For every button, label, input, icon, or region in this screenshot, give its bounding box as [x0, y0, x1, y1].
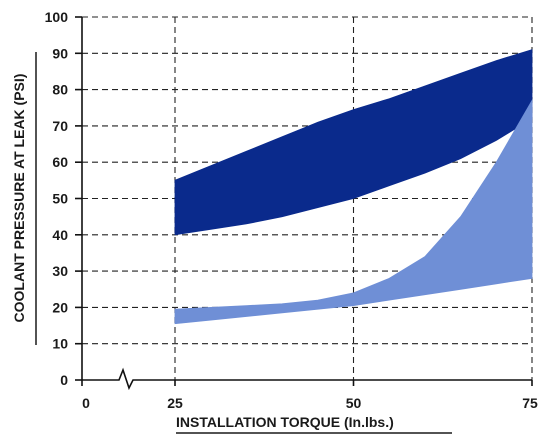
y-tick-label-100: 100	[45, 9, 69, 25]
band-2	[174, 99, 533, 325]
y-tick-label-0: 0	[60, 372, 68, 388]
y-tick-label-40: 40	[52, 227, 68, 243]
y-tick-label-60: 60	[52, 154, 68, 170]
x-axis-title: INSTALLATION TORQUE (In.lbs.)	[176, 414, 394, 430]
y-tick-label-50: 50	[52, 191, 68, 207]
y-tick-label-30: 30	[52, 263, 68, 279]
x-tick-label-25: 25	[167, 395, 183, 411]
x-tick-label-0: 0	[82, 395, 90, 411]
y-tick-label-10: 10	[52, 336, 68, 352]
data-bands	[174, 49, 533, 325]
y-tick-label-80: 80	[52, 82, 68, 98]
axes	[75, 16, 533, 391]
y-axis-title-group: COOLANT PRESSURE AT LEAK (PSI)	[11, 52, 37, 345]
x-tick-label-50: 50	[346, 395, 362, 411]
y-tick-label-70: 70	[52, 118, 68, 134]
x-tick-label-75: 75	[522, 395, 538, 411]
y-tick-labels: 0 10 20 30 40 50 60 70 80 90 100	[45, 9, 69, 388]
x-axis-title-group: INSTALLATION TORQUE (In.lbs.)	[176, 414, 452, 434]
x-axis-line	[82, 367, 532, 391]
y-axis-title: COOLANT PRESSURE AT LEAK (PSI)	[11, 74, 27, 323]
x-tick-labels: 0 25 50 75	[82, 395, 538, 411]
y-tick-label-20: 20	[52, 299, 68, 315]
y-tick-label-90: 90	[52, 45, 68, 61]
